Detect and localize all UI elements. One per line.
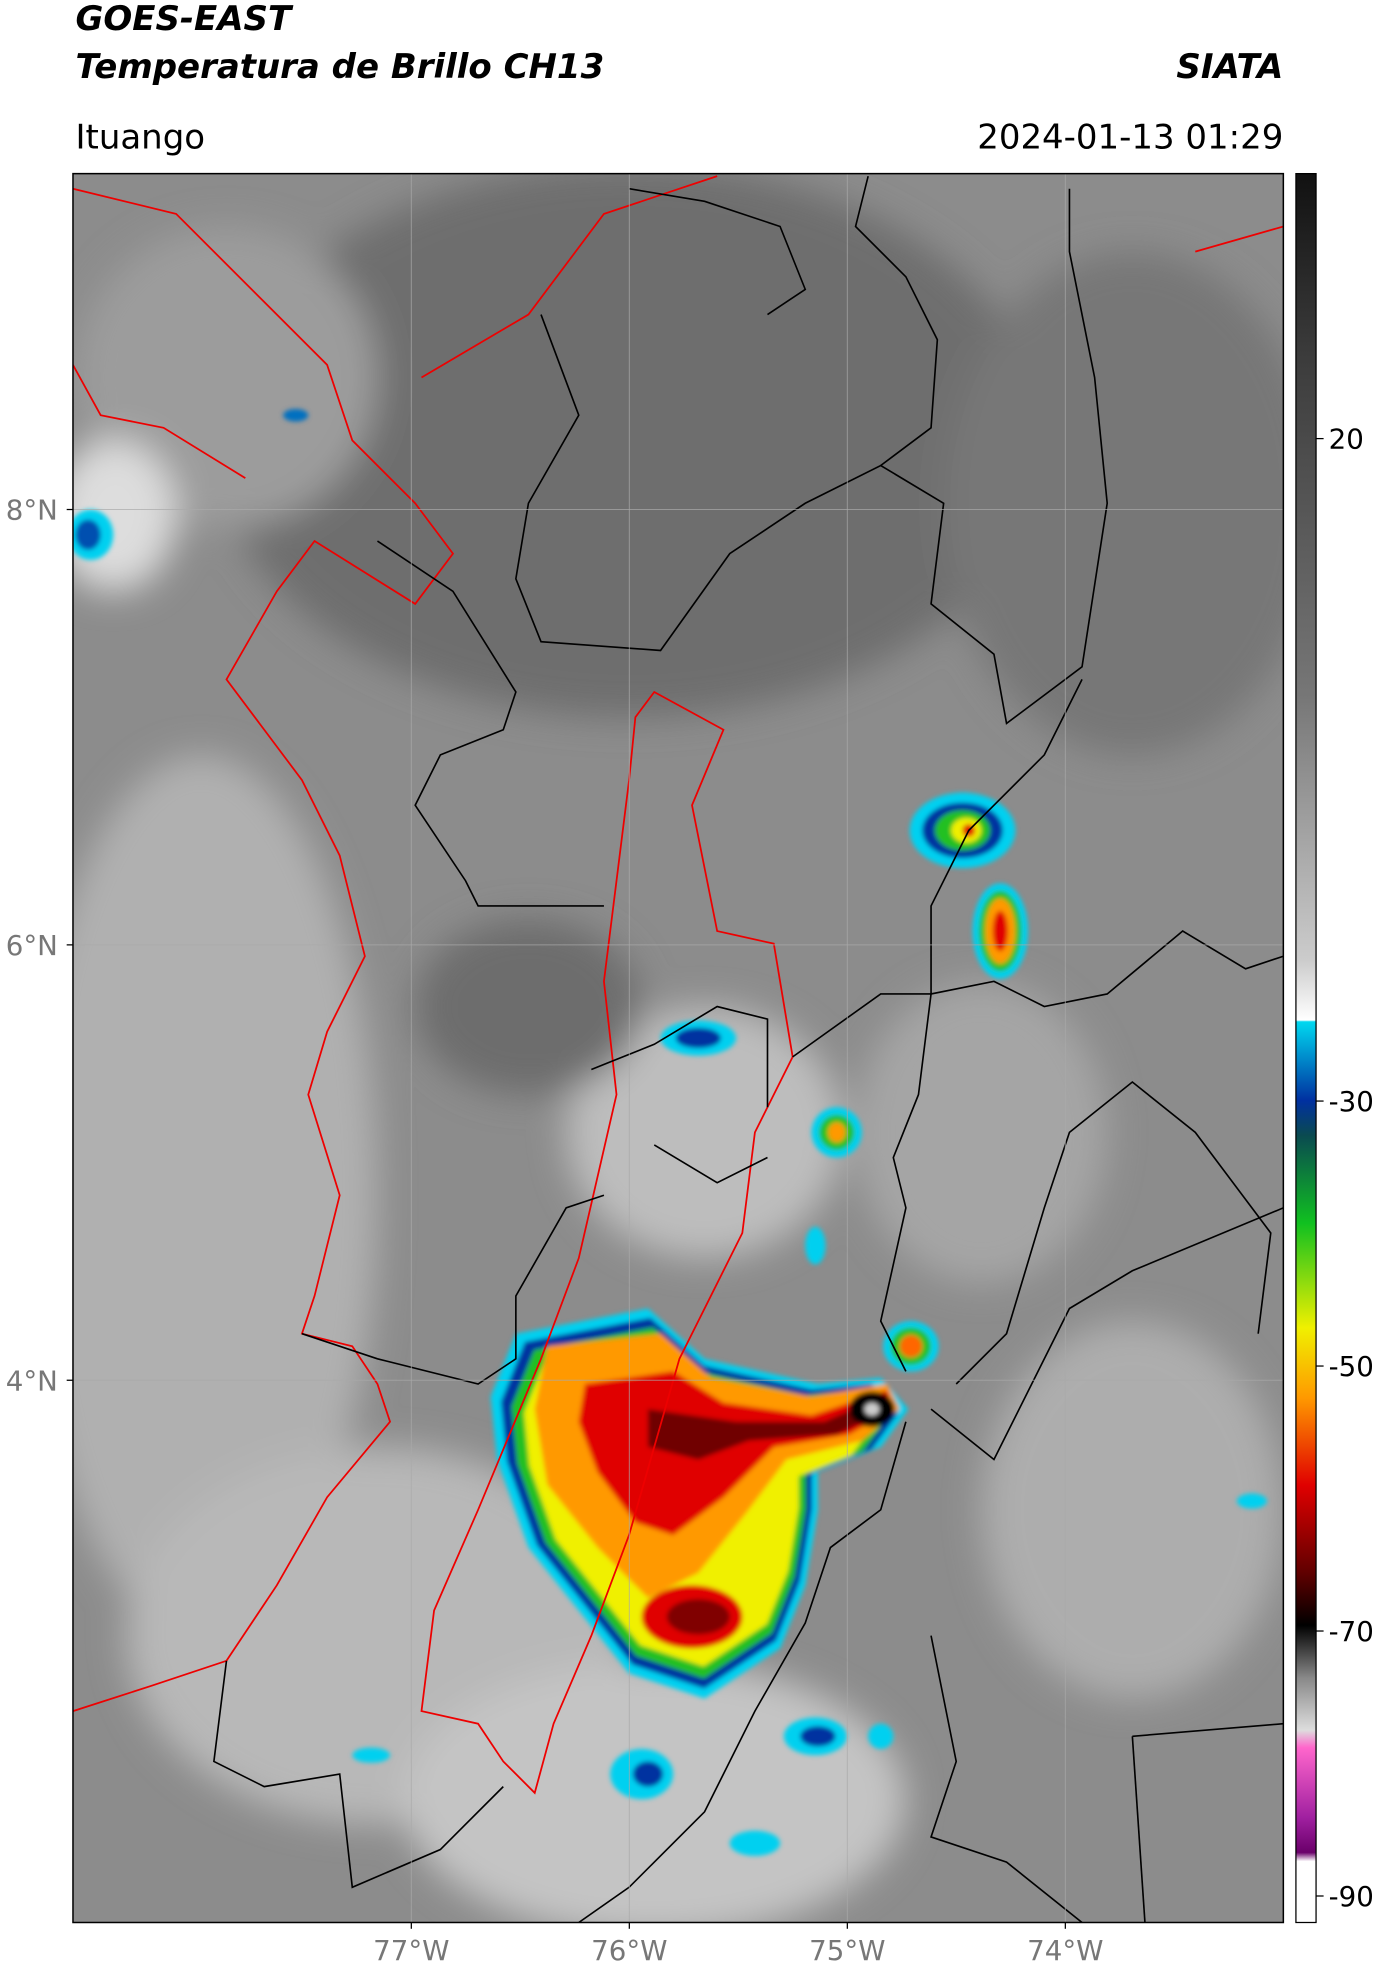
- colorbar-tick-label: 20: [1329, 423, 1364, 456]
- lon-tick-label: 77°W: [373, 1934, 449, 1967]
- colorbar-tick-label: -90: [1329, 1880, 1374, 1913]
- lat-tick-label: 4°N: [6, 1364, 58, 1397]
- lat-tick-label: 6°N: [6, 929, 58, 962]
- agency: SIATA: [1176, 47, 1283, 87]
- colorbar-tick-label: -30: [1329, 1085, 1374, 1118]
- map-image: [72, 173, 1284, 1923]
- colorbar: [1295, 172, 1317, 1924]
- lon-tick-label: 74°W: [1027, 1934, 1103, 1967]
- map-frame: [72, 172, 1285, 1924]
- location: Ituango: [75, 117, 205, 157]
- product-title: Temperatura de Brillo CH13: [75, 47, 604, 87]
- colorbar-tick-label: -50: [1329, 1350, 1374, 1383]
- grid: [72, 173, 1284, 1923]
- satellite-title: GOES-EAST: [75, 0, 293, 39]
- lon-tick-label: 75°W: [809, 1934, 885, 1967]
- lon-tick-label: 76°W: [591, 1934, 667, 1967]
- datetime: 2024-01-13 01:29: [977, 117, 1283, 157]
- lat-tick-label: 8°N: [6, 494, 58, 527]
- colorbar-tick-label: -70: [1329, 1615, 1374, 1648]
